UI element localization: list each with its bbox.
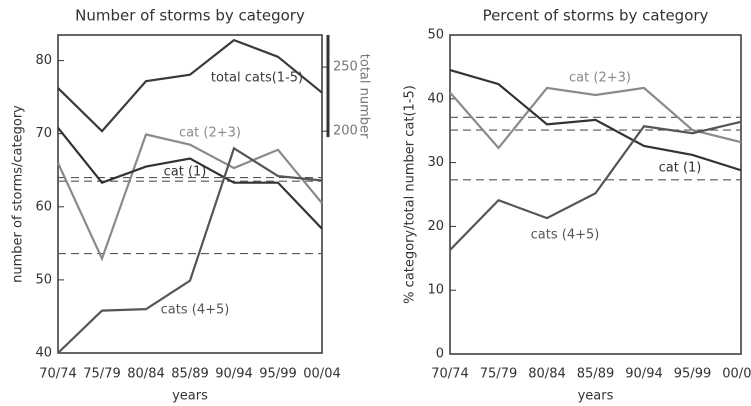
- plot-frame: [57, 34, 323, 354]
- y-axis-label: % category/total number cat(1-5): [403, 85, 418, 304]
- series-line: [57, 38, 323, 133]
- y-tick-label: 20: [427, 219, 444, 234]
- x-tick-label: 90/94: [625, 367, 662, 382]
- y-tick-label: 40: [427, 91, 444, 106]
- y-tick-label: 30: [427, 155, 444, 170]
- y-tick-label: 60: [35, 199, 52, 214]
- x-tick-label: 80/84: [127, 367, 164, 382]
- series-line: [57, 146, 323, 354]
- series-label: cat (2+3): [179, 126, 241, 141]
- x-tick-label: 95/99: [259, 367, 296, 382]
- y-tick-label: 50: [427, 28, 444, 43]
- series-label: cat (2+3): [569, 71, 631, 86]
- plot-frame: [449, 34, 742, 355]
- x-tick-label: 85/89: [577, 367, 614, 382]
- y2-tick-label: 250: [333, 60, 358, 75]
- x-tick-label: 80/84: [528, 367, 565, 382]
- chart-title: Percent of storms by category: [483, 7, 709, 25]
- x-tick-label: 00/04: [303, 367, 340, 382]
- series-label: cats (4+5): [161, 303, 230, 318]
- series-line: [449, 86, 742, 150]
- y-tick-label: 70: [35, 126, 52, 141]
- x-axis-label: years: [172, 389, 208, 404]
- x-tick-label: 75/79: [480, 367, 517, 382]
- x-tick-label: 70/74: [39, 367, 76, 382]
- series-label: cat (1): [164, 165, 207, 180]
- series-label: total cats(1-5): [211, 71, 303, 86]
- x-tick-label: 90/94: [215, 367, 252, 382]
- series-line: [449, 69, 742, 172]
- chart-title: Number of storms by category: [75, 7, 305, 25]
- y2-axis-label: total number: [357, 54, 372, 139]
- x-tick-label: 75/79: [83, 367, 120, 382]
- x-tick-label: 95/99: [674, 367, 711, 382]
- x-tick-label: 00/04: [722, 367, 751, 382]
- y-tick-label: 80: [35, 53, 52, 68]
- y-tick-label: 40: [35, 346, 52, 361]
- x-tick-label: 85/89: [171, 367, 208, 382]
- y-axis-label: number of storms/category: [11, 105, 26, 283]
- series-line: [449, 120, 742, 251]
- x-tick-label: 70/74: [431, 367, 468, 382]
- series-label: cats (4+5): [531, 228, 600, 243]
- series-line: [57, 133, 323, 262]
- y-tick-label: 0: [436, 347, 444, 362]
- series-label: cat (1): [659, 161, 702, 176]
- y-tick-label: 10: [427, 283, 444, 298]
- series-line: [57, 127, 323, 230]
- y-tick-label: 50: [35, 272, 52, 287]
- x-axis-label: years: [578, 389, 614, 404]
- y2-tick-label: 200: [333, 124, 358, 139]
